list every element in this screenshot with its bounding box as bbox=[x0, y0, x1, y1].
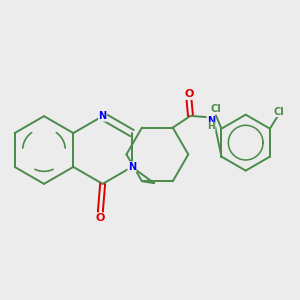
Text: Cl: Cl bbox=[273, 106, 284, 117]
Text: Cl: Cl bbox=[210, 104, 221, 114]
Text: N: N bbox=[128, 162, 136, 172]
Text: O: O bbox=[184, 89, 194, 99]
Text: H: H bbox=[207, 122, 215, 131]
Text: N: N bbox=[99, 111, 107, 121]
Text: N: N bbox=[207, 116, 215, 127]
Text: O: O bbox=[96, 213, 105, 223]
